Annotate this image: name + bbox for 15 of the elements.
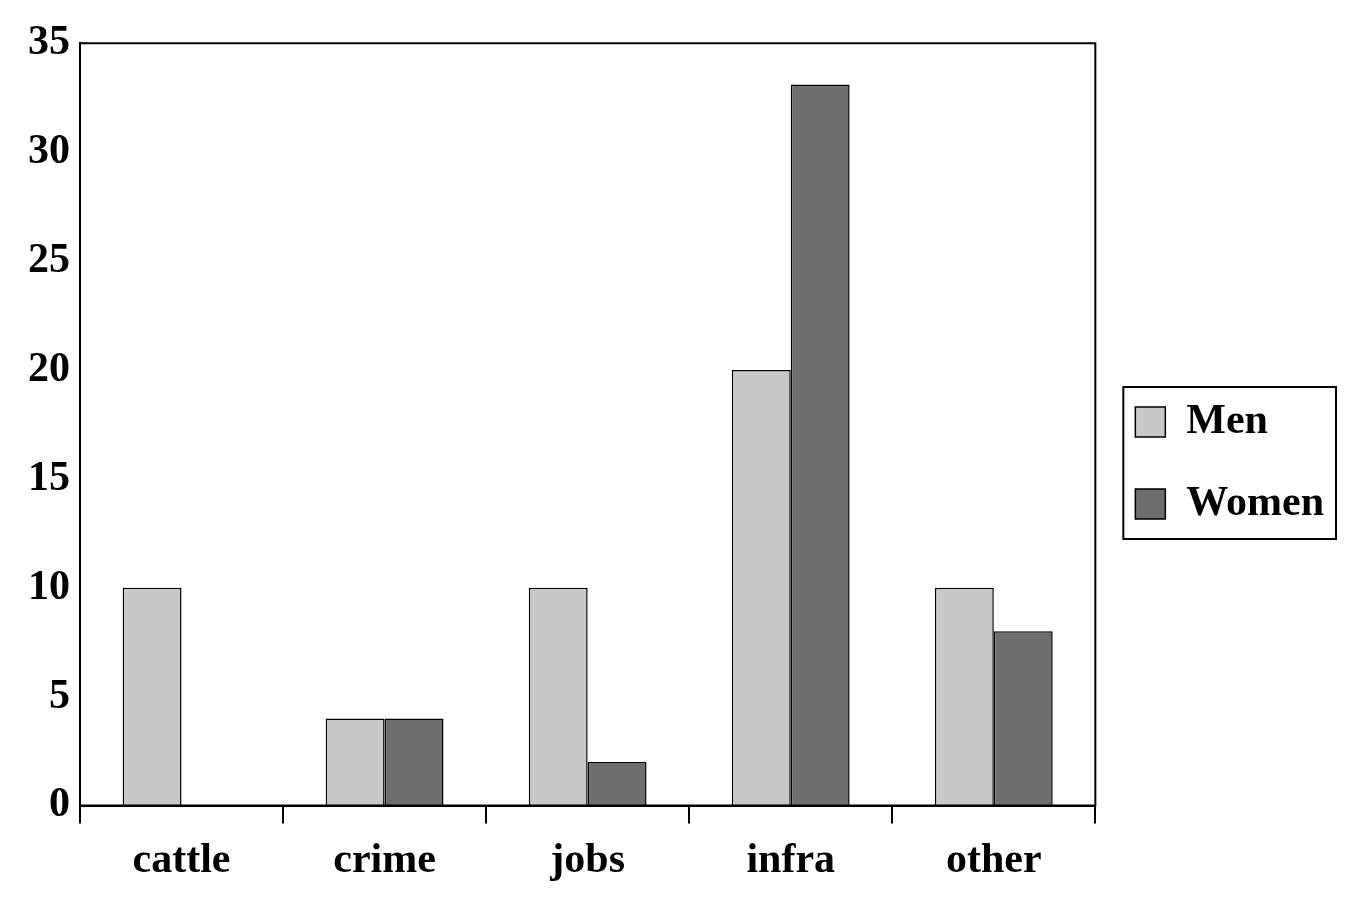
y-tick-label: 0	[49, 779, 70, 826]
x-tick-label: infra	[746, 834, 836, 881]
x-tick-label: cattle	[132, 834, 231, 881]
y-tick-label: 20	[28, 343, 70, 390]
y-tick-label: 10	[28, 561, 70, 608]
x-tick-label: crime	[333, 834, 436, 881]
y-tick-label: 15	[28, 452, 70, 499]
legend-label: Men	[1186, 395, 1268, 442]
y-tick-label: 35	[28, 17, 70, 64]
legend-label: Women	[1186, 477, 1324, 524]
x-tick-label: jobs	[549, 834, 626, 881]
y-tick-label: 5	[49, 670, 70, 717]
y-tick-label: 30	[28, 125, 70, 172]
x-tick-label: other	[945, 834, 1042, 881]
y-tick-label: 25	[28, 234, 70, 281]
